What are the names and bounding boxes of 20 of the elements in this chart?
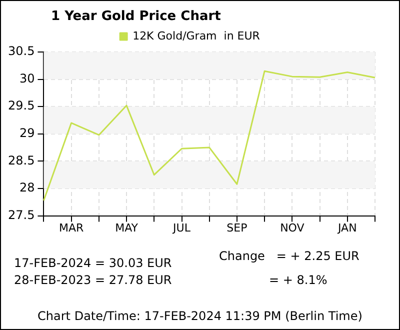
y-tick-label: 30.5 xyxy=(8,44,35,58)
y-tick-label: 30 xyxy=(19,71,35,86)
y-tick-label: 28.5 xyxy=(8,153,35,168)
chart-title: 1 Year Gold Price Chart xyxy=(51,9,221,24)
x-tick-label: NOV xyxy=(280,221,305,234)
x-tick-label: JUL xyxy=(172,221,192,234)
y-tick-label: 28 xyxy=(19,180,35,195)
text: Chart Date/Time: 17-FEB-2024 11:39 PM (Berlin Time) xyxy=(36,309,364,323)
x-tick-label: MAY xyxy=(115,221,138,234)
text: 28-FEB-2023 = 27.78 EUR xyxy=(14,273,172,287)
text: = + 8.1% xyxy=(269,273,328,287)
x-tick-label: JAN xyxy=(336,221,357,234)
x-tick-label: MAR xyxy=(58,221,84,234)
x-tick-label: SEP xyxy=(226,221,248,234)
legend-label: 12K Gold/Gram in EUR xyxy=(132,29,260,42)
y-tick-label: 29.5 xyxy=(8,98,35,113)
y-tick-label: 29 xyxy=(19,126,35,140)
text: Change = + 2.25 EUR xyxy=(219,249,360,263)
text: 17-FEB-2024 = 30.03 EUR xyxy=(14,256,172,270)
y-tick-label: 27.5 xyxy=(8,208,35,222)
